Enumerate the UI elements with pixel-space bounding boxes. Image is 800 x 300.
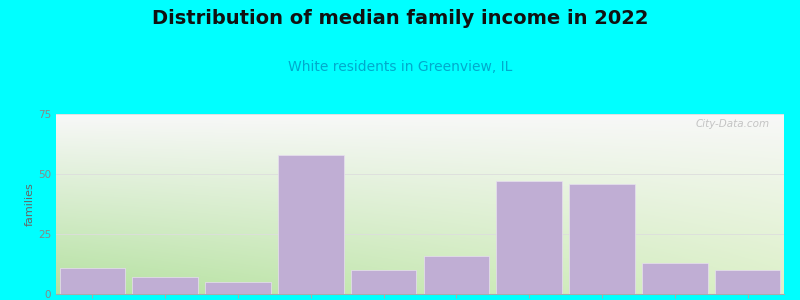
Bar — [570, 184, 634, 294]
Bar — [424, 256, 489, 294]
Y-axis label: families: families — [25, 182, 35, 226]
Bar — [278, 155, 343, 294]
Bar — [642, 263, 707, 294]
Bar — [60, 268, 125, 294]
Bar — [715, 270, 780, 294]
Bar — [133, 277, 198, 294]
Bar — [206, 282, 270, 294]
Text: City-Data.com: City-Data.com — [695, 119, 770, 129]
Bar — [497, 181, 562, 294]
Text: Distribution of median family income in 2022: Distribution of median family income in … — [152, 9, 648, 28]
Text: White residents in Greenview, IL: White residents in Greenview, IL — [288, 60, 512, 74]
Bar — [351, 270, 416, 294]
